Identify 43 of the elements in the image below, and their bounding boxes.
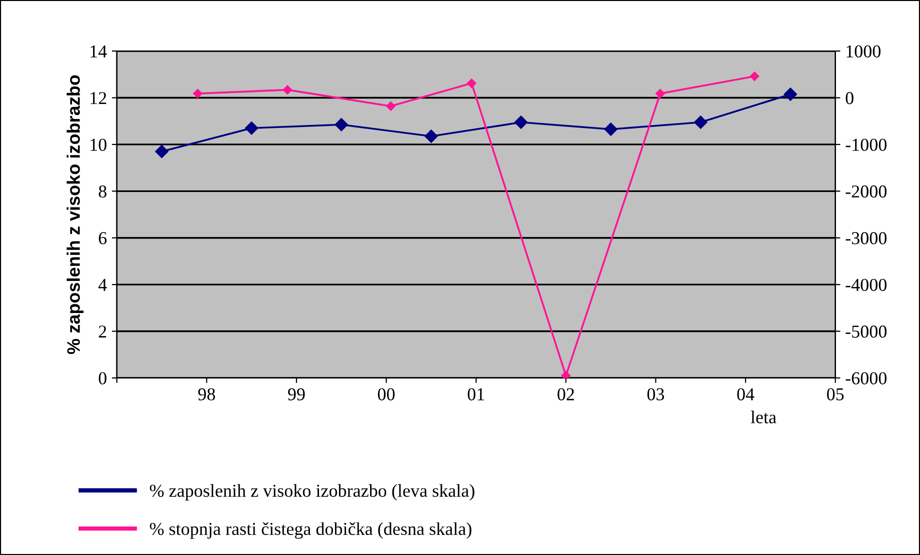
y-axis-title: % zaposlenih z visoko izobrazbo xyxy=(66,75,84,354)
y2-tick-label: 0 xyxy=(846,92,854,104)
x-tick-label: 00 xyxy=(378,388,395,400)
y-tick-label: 10 xyxy=(90,138,106,151)
y2-tick-label: -3000 xyxy=(846,232,887,244)
point xyxy=(561,370,571,378)
x-tick-label: 02 xyxy=(558,388,574,400)
point xyxy=(750,72,760,81)
y-tick-label: 12 xyxy=(90,92,106,104)
point xyxy=(604,122,618,136)
point xyxy=(155,144,168,158)
legend-label: % stopnja rasti čistega dobička (desna skala) xyxy=(150,522,472,539)
y-tick-label: 2 xyxy=(98,326,106,338)
y-tick-label: 8 xyxy=(98,185,106,198)
point xyxy=(386,102,396,111)
x-tick-label: 98 xyxy=(198,388,215,400)
point xyxy=(282,85,292,94)
y2-tick-label: -6000 xyxy=(846,372,887,384)
x-tick-label: 99 xyxy=(288,388,305,400)
x-tick-label: 04 xyxy=(737,388,754,400)
y2-tick-label: -1000 xyxy=(846,138,887,151)
point xyxy=(466,78,476,88)
x-axis-title: leta xyxy=(750,410,776,424)
point xyxy=(334,118,348,132)
y-tick-label: 6 xyxy=(98,232,107,244)
y-tick-label: 0 xyxy=(98,372,106,384)
y2-tick-label: -5000 xyxy=(846,326,887,338)
point xyxy=(424,130,438,143)
point xyxy=(514,116,528,129)
y2-tick-label: -2000 xyxy=(846,185,887,198)
y2-tick-label: -4000 xyxy=(846,278,887,291)
point xyxy=(784,88,798,101)
y-tick-label: 14 xyxy=(90,45,107,58)
point xyxy=(656,88,665,98)
legend-label: % zaposlenih z visoko izobrazbo (leva skala) xyxy=(150,484,474,501)
point xyxy=(193,88,202,98)
point xyxy=(694,116,708,129)
x-tick-label: 01 xyxy=(468,388,484,400)
x-tick-label: 03 xyxy=(647,388,664,400)
y-tick-label: 4 xyxy=(98,278,107,291)
x-tick-label: 05 xyxy=(827,388,844,400)
y2-tick-label: 1000 xyxy=(846,45,881,58)
point xyxy=(244,122,258,135)
